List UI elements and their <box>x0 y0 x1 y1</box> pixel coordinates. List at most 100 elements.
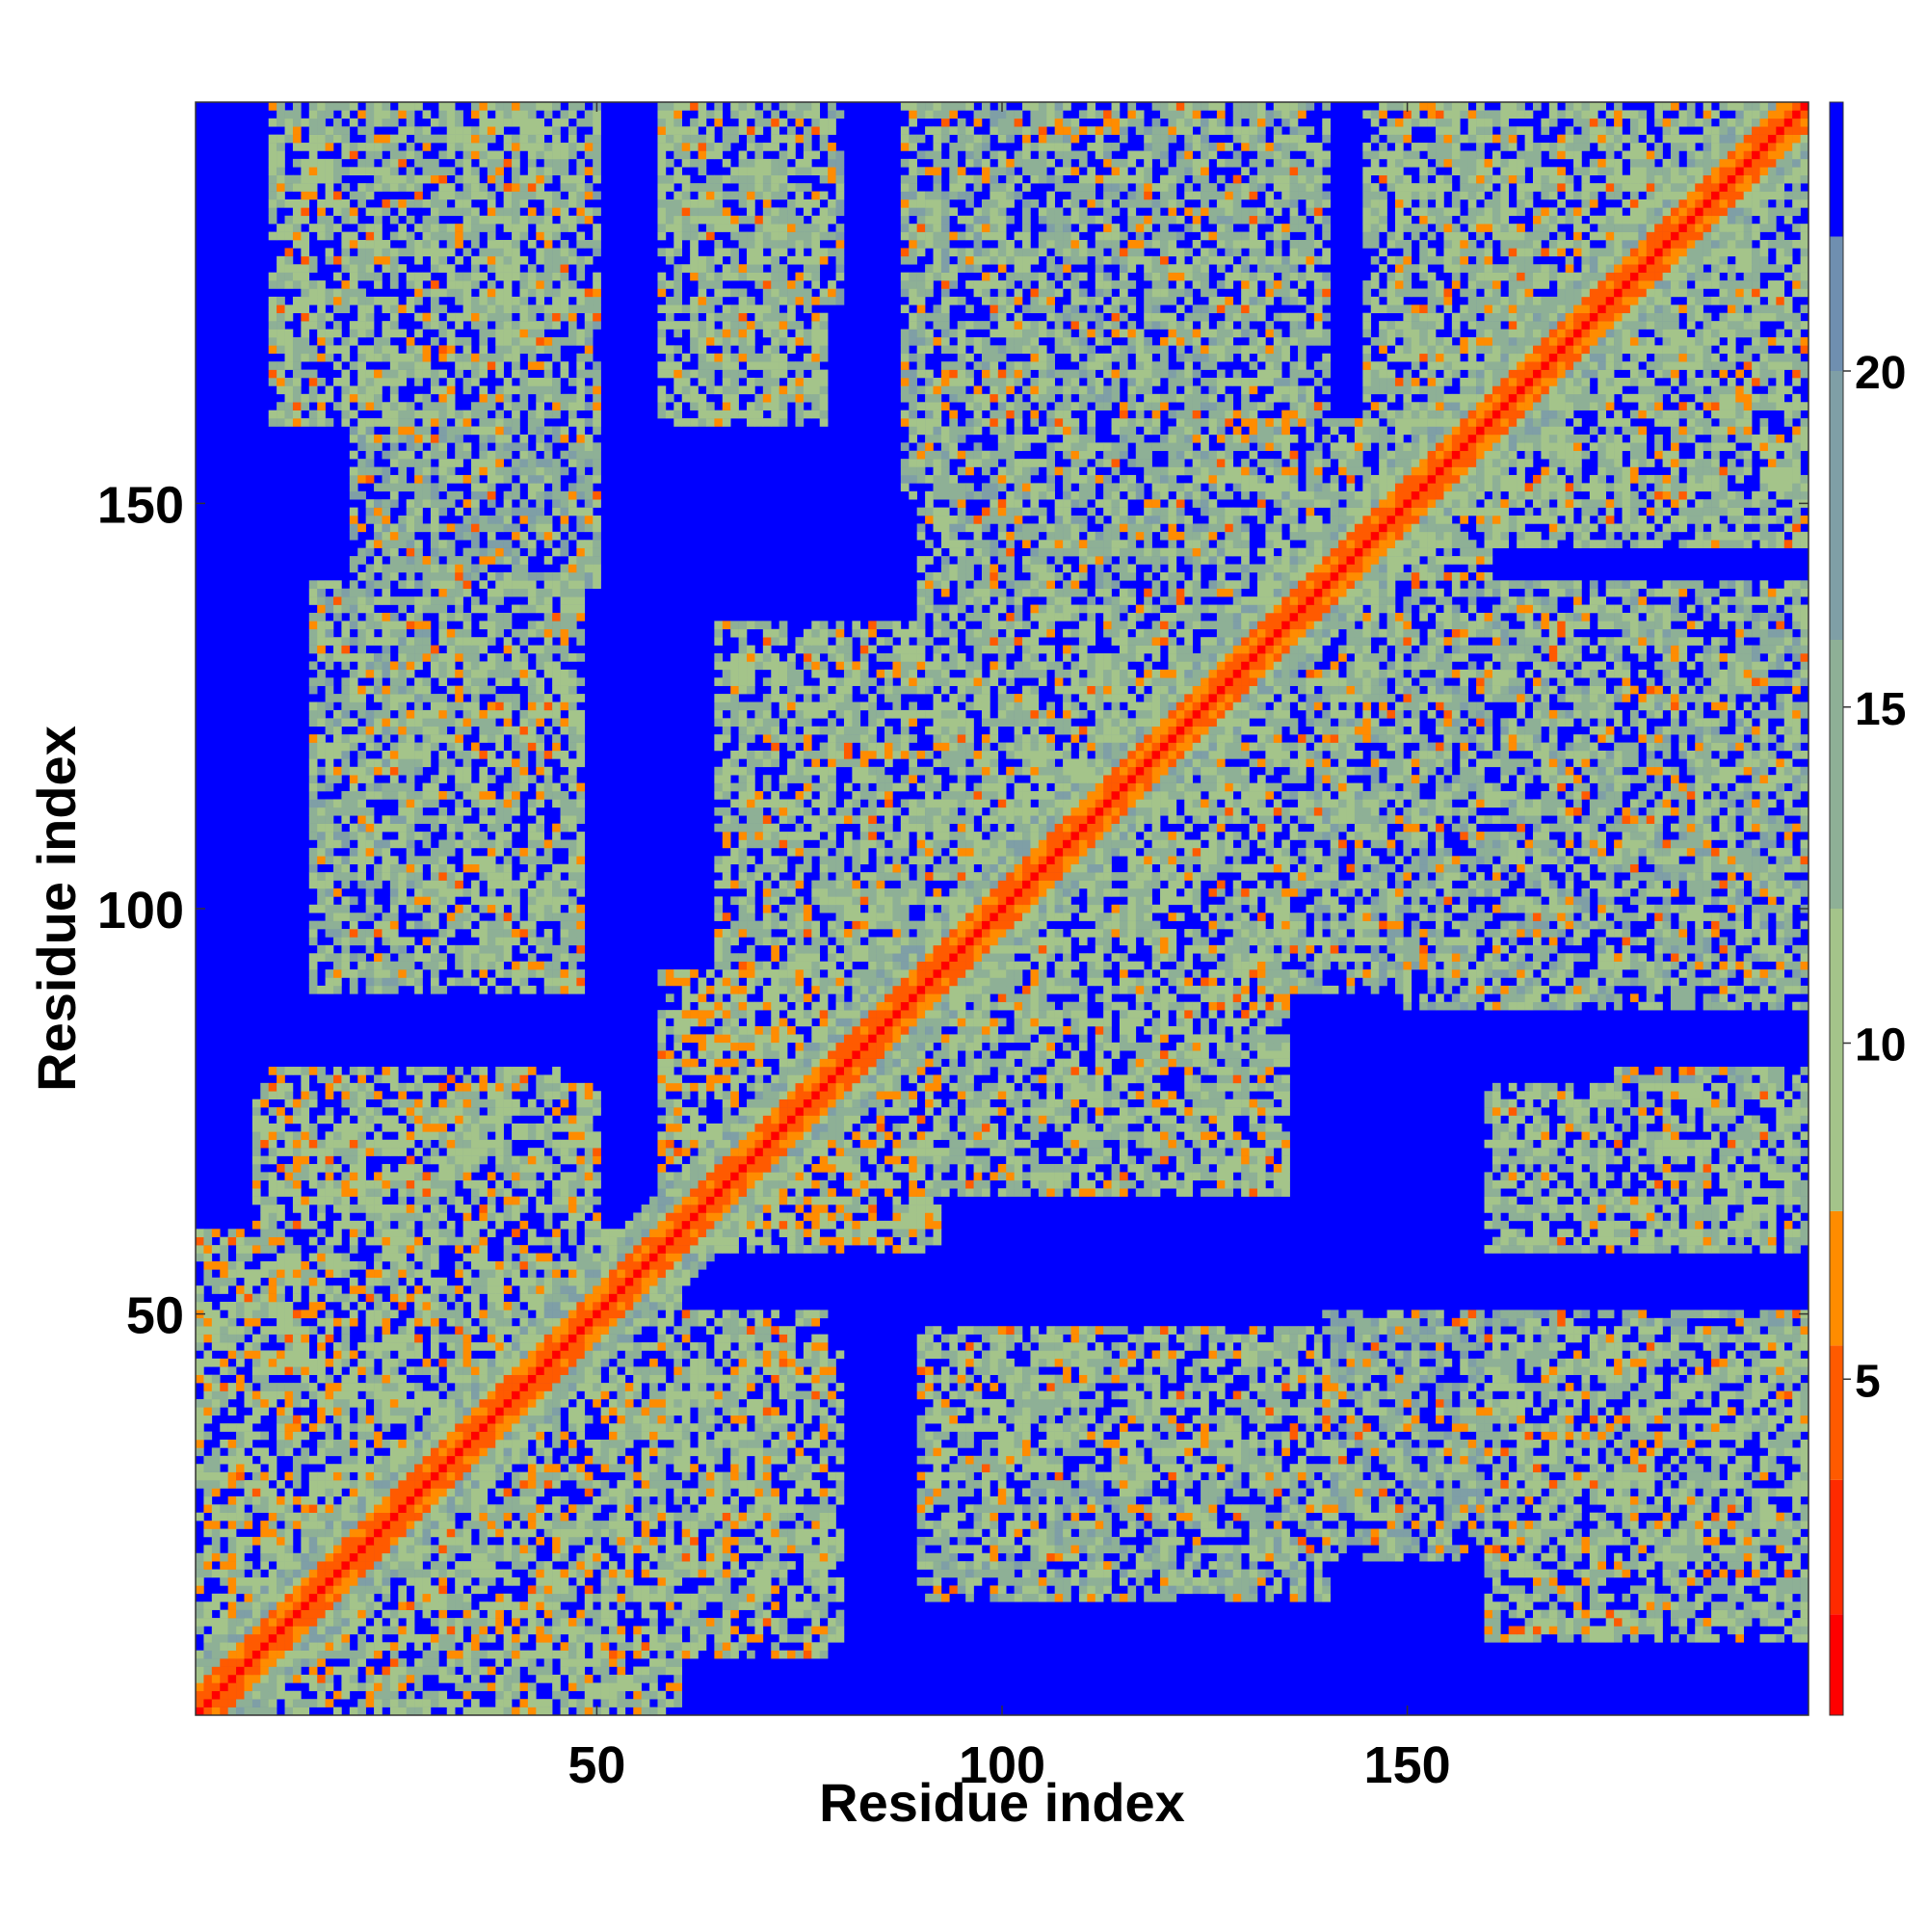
heatmap-cell <box>706 1618 715 1627</box>
heatmap-cell <box>811 1432 820 1441</box>
heatmap-cell <box>763 1472 772 1481</box>
heatmap-cell <box>357 1537 366 1546</box>
heatmap-cell <box>617 1464 625 1472</box>
heatmap-cell <box>934 1480 942 1489</box>
heatmap-cell <box>657 1634 666 1643</box>
heatmap-cell <box>1412 1416 1420 1424</box>
heatmap-cell <box>1728 1529 1736 1538</box>
heatmap-cell <box>1436 1366 1444 1375</box>
heatmap-cell <box>423 1440 432 1448</box>
heatmap-cell <box>649 1504 658 1513</box>
heatmap-cell <box>593 1504 601 1513</box>
heatmap-cell <box>382 1383 390 1391</box>
heatmap-cell <box>1500 1537 1509 1546</box>
heatmap-cell <box>666 1601 674 1610</box>
heatmap-cell <box>317 1423 326 1432</box>
heatmap-cell <box>528 1472 537 1481</box>
heatmap-cell <box>236 1480 245 1489</box>
heatmap-cell <box>649 1513 658 1522</box>
heatmap-cell <box>260 1691 269 1700</box>
heatmap-cell <box>398 1675 407 1683</box>
heatmap-cell <box>277 1504 285 1513</box>
heatmap-cell <box>519 1699 528 1707</box>
heatmap-cell <box>220 1504 228 1513</box>
heatmap-cell <box>576 1577 585 1586</box>
heatmap-cell <box>754 1601 763 1610</box>
heatmap-cell <box>1347 1480 1356 1489</box>
heatmap-cell <box>390 1488 399 1496</box>
heatmap-cell <box>1281 1496 1290 1505</box>
heatmap-cell <box>1095 1456 1104 1465</box>
heatmap-cell <box>714 1432 723 1441</box>
heatmap-cell <box>666 1432 674 1441</box>
heatmap-cell <box>1460 1472 1468 1481</box>
heatmap-cell <box>1671 1432 1679 1441</box>
heatmap-cell <box>1654 1375 1663 1384</box>
heatmap-cell <box>326 1423 334 1432</box>
heatmap-cell <box>1071 1472 1080 1481</box>
heatmap-cell <box>730 1407 739 1416</box>
heatmap-cell <box>1403 1496 1412 1505</box>
heatmap-cell <box>771 1423 779 1432</box>
heatmap-cell <box>811 1553 820 1562</box>
heatmap-cell <box>236 1553 245 1562</box>
heatmap-cell <box>1784 1383 1793 1391</box>
heatmap-cell <box>1063 1545 1071 1553</box>
heatmap-cell <box>220 1399 228 1408</box>
heatmap-cell <box>1566 1513 1574 1522</box>
heatmap-cell <box>1290 1577 1299 1586</box>
heatmap-cell <box>763 1423 772 1432</box>
heatmap-cell <box>747 1537 755 1546</box>
heatmap-cell <box>1152 1447 1161 1456</box>
heatmap-cell <box>260 1383 269 1391</box>
heatmap-cell <box>203 1561 212 1570</box>
heatmap-cell <box>326 1537 334 1546</box>
heatmap-cell <box>1492 1577 1501 1586</box>
heatmap-cell <box>657 1447 666 1456</box>
heatmap-cell <box>1614 1634 1623 1643</box>
heatmap-cell <box>512 1456 520 1465</box>
heatmap-cell <box>317 1561 326 1570</box>
heatmap-cell <box>617 1359 625 1367</box>
heatmap-cell <box>1039 1423 1047 1432</box>
heatmap-cell <box>601 1407 610 1416</box>
heatmap-cell <box>925 1488 934 1496</box>
heatmap-cell <box>1274 1407 1282 1416</box>
heatmap-cell <box>479 1391 488 1400</box>
heatmap-cell <box>576 1553 585 1562</box>
heatmap-cell <box>1703 1488 1712 1496</box>
heatmap-cell <box>447 1537 456 1546</box>
heatmap-cell <box>934 1537 942 1546</box>
heatmap-cell <box>625 1594 634 1602</box>
heatmap-cell <box>1623 1440 1631 1448</box>
heatmap-cell <box>528 1707 537 1716</box>
heatmap-cell <box>739 1480 748 1489</box>
heatmap-cell <box>1525 1626 1534 1634</box>
heatmap-cell <box>1022 1399 1031 1408</box>
heatmap-cell <box>1201 1407 1209 1416</box>
heatmap-cell <box>1597 1570 1606 1578</box>
heatmap-cell <box>1127 1521 1136 1529</box>
heatmap-cell <box>1257 1383 1266 1391</box>
heatmap-cell <box>673 1626 682 1634</box>
heatmap-cell <box>1654 1416 1663 1424</box>
heatmap-cell <box>252 1496 261 1505</box>
heatmap-cell <box>1776 1618 1784 1627</box>
heatmap-cell <box>512 1447 520 1456</box>
heatmap-cell <box>1039 1456 1047 1465</box>
heatmap-cell <box>196 1423 204 1432</box>
heatmap-cell <box>934 1432 942 1441</box>
heatmap-cell <box>747 1634 755 1643</box>
heatmap-cell <box>1362 1529 1371 1538</box>
heatmap-cell <box>357 1601 366 1610</box>
heatmap-cell <box>544 1577 553 1586</box>
heatmap-cell <box>1209 1472 1218 1481</box>
heatmap-cell <box>1274 1561 1282 1570</box>
heatmap-cell <box>673 1383 682 1391</box>
heatmap-cell <box>414 1399 423 1408</box>
heatmap-cell <box>1022 1488 1031 1496</box>
heatmap-cell <box>1298 1456 1307 1465</box>
heatmap-cell <box>1630 1472 1639 1481</box>
heatmap-cell <box>1728 1366 1736 1375</box>
heatmap-cell <box>917 1577 926 1586</box>
